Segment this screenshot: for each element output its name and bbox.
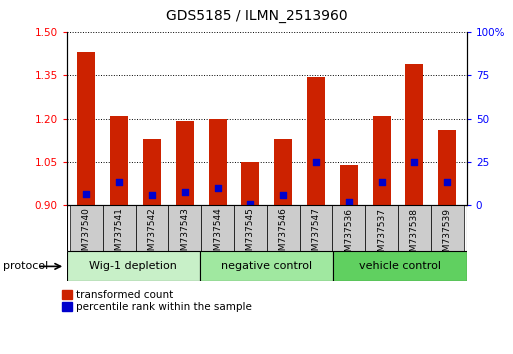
Bar (168, 205, 201, 251)
Text: Wig-1 depletion: Wig-1 depletion (89, 261, 177, 272)
Bar (209, 119, 227, 205)
Bar (67, 251, 200, 281)
Text: GSM737541: GSM737541 (115, 207, 124, 263)
Bar (77, 52, 95, 205)
Bar (103, 205, 135, 251)
Text: GSM737544: GSM737544 (213, 207, 222, 262)
Text: vehicle control: vehicle control (359, 261, 441, 272)
Text: GSM737538: GSM737538 (410, 207, 419, 263)
Bar (110, 116, 128, 205)
Point (82, 191, 90, 196)
Bar (234, 205, 267, 251)
Bar (333, 251, 467, 281)
Bar (176, 121, 194, 205)
Point (279, 192, 287, 198)
Bar (267, 205, 300, 251)
Bar (274, 139, 292, 205)
Bar (135, 205, 168, 251)
Point (410, 159, 419, 165)
Point (443, 179, 451, 185)
Bar (70, 205, 103, 251)
Text: negative control: negative control (221, 261, 312, 272)
Point (148, 192, 156, 198)
Text: GDS5185 / ILMN_2513960: GDS5185 / ILMN_2513960 (166, 9, 347, 23)
Legend: transformed count, percentile rank within the sample: transformed count, percentile rank withi… (62, 290, 252, 312)
Point (345, 200, 353, 205)
Text: GSM737542: GSM737542 (147, 207, 156, 262)
Text: GSM737540: GSM737540 (82, 207, 91, 263)
Point (115, 179, 123, 185)
Point (378, 179, 386, 185)
Bar (307, 77, 325, 205)
Bar (365, 205, 398, 251)
Bar (201, 205, 234, 251)
Point (213, 185, 222, 191)
Bar (200, 251, 333, 281)
Bar (241, 162, 260, 205)
Text: GSM737545: GSM737545 (246, 207, 255, 263)
Text: GSM737536: GSM737536 (344, 207, 353, 263)
Text: GSM737543: GSM737543 (180, 207, 189, 263)
Bar (300, 205, 332, 251)
Text: GSM737539: GSM737539 (443, 207, 451, 263)
Point (181, 189, 189, 195)
Text: GSM737537: GSM737537 (377, 207, 386, 263)
Bar (398, 205, 431, 251)
Bar (340, 165, 358, 205)
Bar (431, 205, 464, 251)
Text: protocol: protocol (3, 261, 48, 272)
Text: GSM737547: GSM737547 (311, 207, 321, 263)
Point (312, 159, 320, 165)
Point (246, 201, 254, 207)
Bar (405, 64, 423, 205)
Bar (438, 130, 456, 205)
Bar (332, 205, 365, 251)
Bar (372, 116, 390, 205)
Bar (143, 139, 161, 205)
Text: GSM737546: GSM737546 (279, 207, 288, 263)
